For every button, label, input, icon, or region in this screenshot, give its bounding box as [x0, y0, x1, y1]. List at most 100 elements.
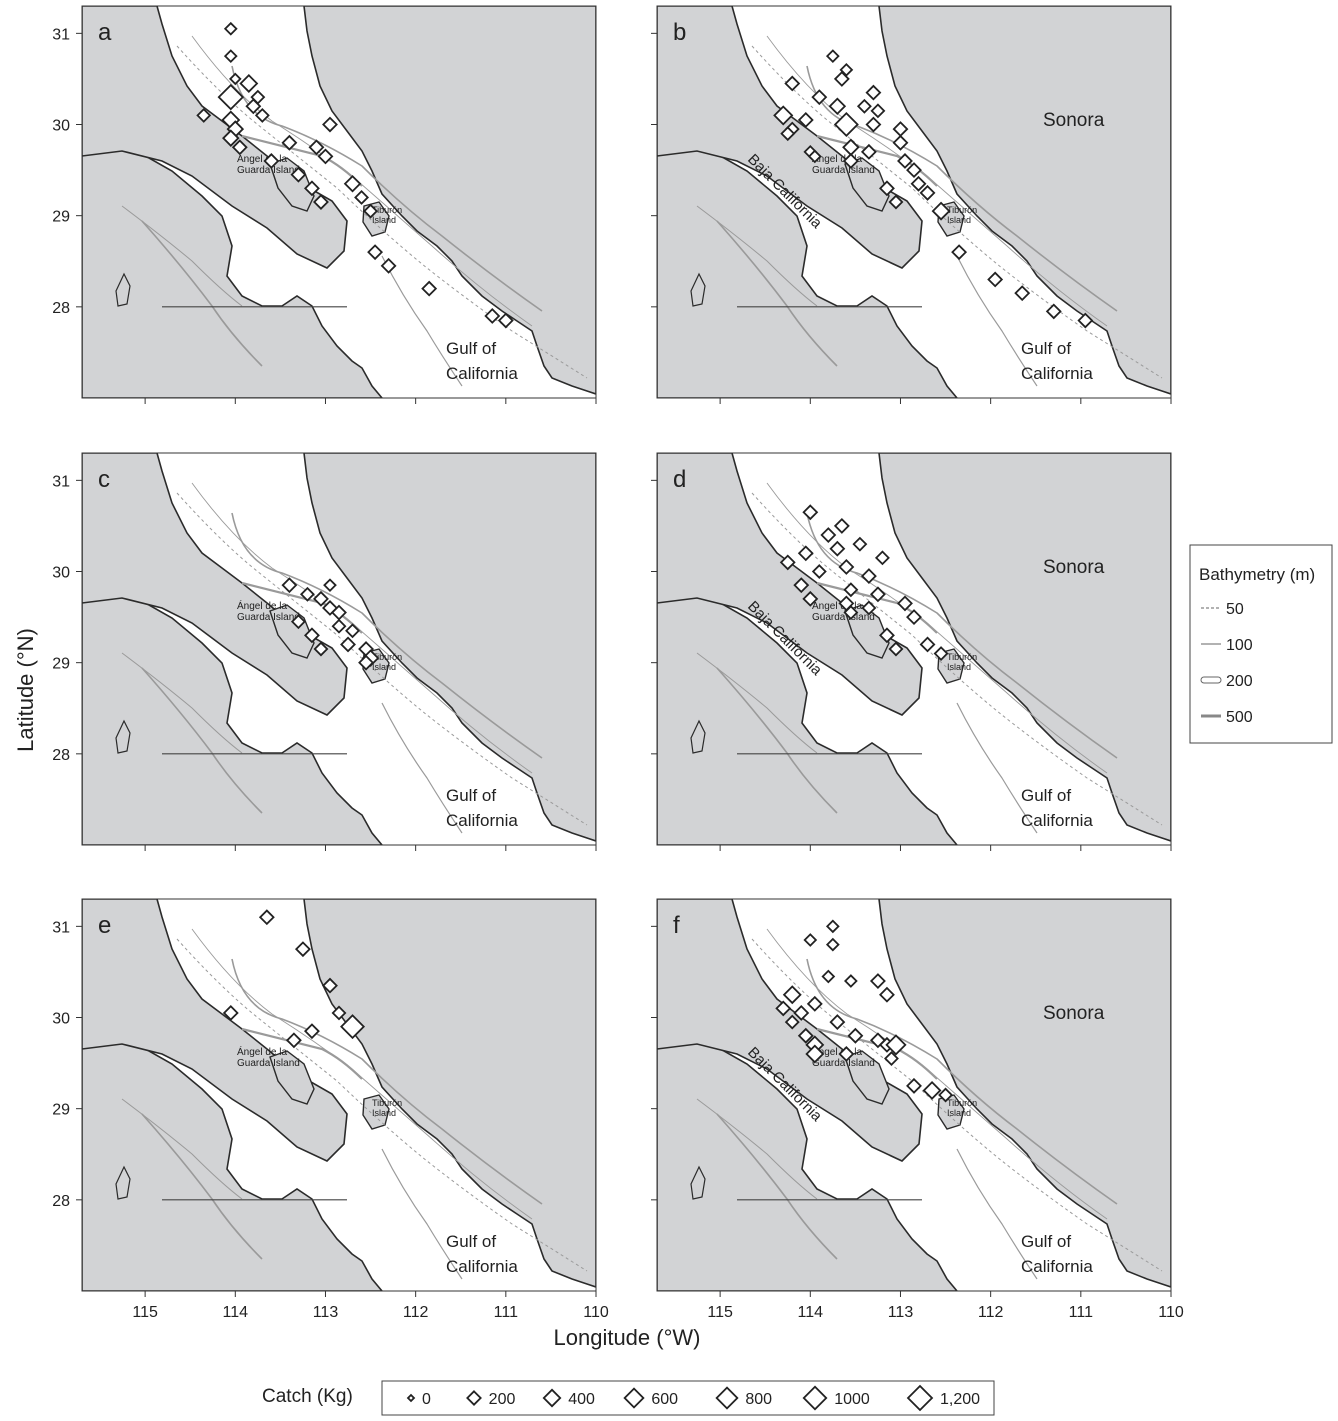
angel-island-label: Ángel de la	[237, 599, 287, 612]
catch-station-marker	[865, 84, 882, 101]
catch-station-marker	[987, 271, 1004, 288]
gulf-of-california-label: California	[1021, 811, 1093, 830]
lon-tick-label: 111	[494, 1304, 518, 1321]
catch-station-marker	[833, 70, 850, 87]
catch-station-marker	[922, 1080, 942, 1100]
sonora-label: Sonora	[1043, 110, 1105, 131]
catch-station-marker	[779, 554, 796, 571]
catch-station-marker	[313, 194, 329, 210]
isobath-line	[716, 1113, 838, 1260]
tiburon-island	[937, 1094, 965, 1130]
gulf-of-california-label: California	[446, 811, 518, 830]
lon-tick-label: 115	[132, 1304, 158, 1321]
catch-station-marker	[839, 62, 854, 77]
catch-station-marker	[784, 1014, 800, 1030]
lat-tick-label: 30	[52, 118, 70, 135]
sonora-label: Sonora	[1043, 557, 1105, 578]
catch-station-marker	[784, 75, 801, 92]
catch-station-marker	[825, 49, 840, 64]
tiburon-island-label: Tiburón	[372, 205, 402, 215]
catch-station-marker	[281, 577, 298, 594]
panel-frame	[656, 452, 1172, 846]
gulf-of-california-label: Gulf of	[446, 786, 496, 805]
angel-de-la-guarda-island	[844, 1050, 890, 1105]
isobath-line	[141, 667, 263, 814]
gulf-of-california-label: California	[1021, 364, 1093, 383]
catch-station-marker	[933, 646, 949, 662]
lon-tick-label: 110	[1158, 1304, 1184, 1321]
isobath-line	[816, 581, 938, 634]
gulf-of-california-label: Gulf of	[1021, 339, 1071, 358]
catch-station-marker	[888, 194, 904, 210]
lat-tick-label: 31	[52, 26, 70, 43]
catch-station-marker	[856, 98, 872, 114]
lat-tick-label: 30	[52, 565, 70, 582]
catch-legend-label: 0	[422, 1391, 431, 1408]
catch-station-marker	[331, 618, 347, 634]
bathymetry-legend-title: Bathymetry (m)	[1199, 565, 1315, 584]
catch-legend-label: 600	[651, 1391, 678, 1408]
catch-station-marker	[825, 937, 840, 952]
isobath-line	[231, 512, 543, 759]
catch-station-marker	[285, 1032, 302, 1049]
catch-station-marker	[358, 654, 374, 671]
catch-station-marker	[304, 627, 320, 644]
panel-frame	[81, 5, 597, 399]
tiburon-island-label: Tiburón	[372, 1098, 402, 1108]
lon-tick-label: 114	[223, 1304, 249, 1321]
small-island	[115, 272, 131, 307]
tiburon-island-label: Island	[947, 1108, 971, 1118]
catch-station-marker	[229, 72, 242, 86]
catch-station-marker	[421, 280, 438, 297]
catch-station-marker	[802, 504, 819, 521]
catch-station-marker	[263, 153, 280, 169]
catch-station-marker	[793, 1005, 810, 1021]
catch-station-marker	[805, 1044, 825, 1064]
isobath-line	[716, 667, 838, 814]
catch-legend-marker	[802, 1385, 828, 1411]
bathymetry-swatch	[1200, 676, 1222, 684]
catch-station-marker	[258, 909, 275, 926]
catch-legend-marker	[715, 1386, 739, 1410]
gulf-of-california-label: California	[446, 1257, 518, 1276]
catch-station-marker	[869, 1032, 886, 1049]
lat-tick-label: 30	[52, 1011, 70, 1028]
catch-station-marker	[847, 1027, 864, 1044]
catch-legend-marker	[906, 1384, 934, 1412]
isobath-line	[141, 1113, 263, 1260]
lon-tick-label: 110	[583, 1304, 609, 1321]
y-axis-label: Latitude (°N)	[13, 628, 38, 752]
catch-station-marker	[879, 627, 895, 644]
catch-station-marker	[938, 1087, 954, 1103]
catch-station-marker	[313, 641, 329, 657]
catch-station-marker	[313, 590, 329, 607]
angel-island-label: Guarda Island	[812, 165, 875, 176]
catch-station-marker	[833, 112, 859, 137]
lon-tick-label: 114	[798, 1304, 824, 1321]
catch-station-marker	[807, 149, 822, 164]
catch-legend-label: 1,200	[940, 1391, 980, 1408]
catch-station-marker	[299, 586, 315, 602]
catch-station-marker	[1045, 303, 1062, 320]
catch-station-marker	[354, 189, 369, 205]
catch-legend-marker	[466, 1390, 482, 1406]
isobath-line	[141, 220, 263, 367]
tiburon-island-label: Tiburón	[947, 205, 977, 215]
tiburon-island-label: Island	[372, 215, 396, 225]
tiburon-island-label: Island	[372, 1108, 396, 1118]
catch-station-marker	[367, 244, 384, 261]
x-axis-label: Longitude (°W)	[554, 1325, 701, 1350]
catch-station-marker	[317, 148, 334, 165]
catch-station-marker	[842, 153, 859, 169]
angel-de-la-guarda-island	[269, 157, 315, 212]
catch-station-marker	[838, 1046, 855, 1062]
tiburon-island-label: Tiburón	[947, 1098, 977, 1108]
tiburon-island-label: Island	[947, 662, 971, 672]
lon-tick-label: 113	[888, 1304, 914, 1321]
catch-legend-label: 800	[745, 1391, 772, 1408]
